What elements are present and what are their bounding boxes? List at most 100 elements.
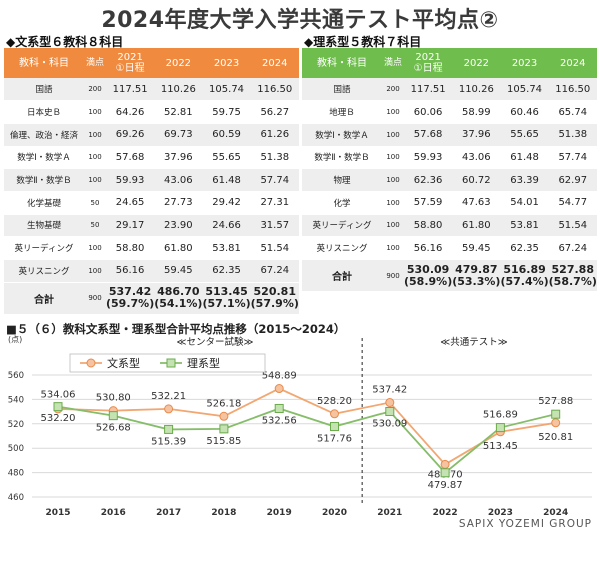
- center-exam-annotation: ≪センター試験≫: [177, 336, 254, 348]
- header-cell: 満点: [382, 48, 404, 78]
- full-score-cell: 100: [84, 146, 106, 170]
- score-cell: 55.65: [202, 146, 251, 170]
- score-cell: 57.59: [404, 191, 453, 215]
- total-score-cell: 527.88 (58.7%): [548, 259, 597, 292]
- full-score-cell: 100: [84, 100, 106, 124]
- score-cell: 51.54: [250, 236, 299, 260]
- series-line-science: [57, 405, 556, 474]
- subject-cell: 倫理、政治・経済: [4, 123, 84, 147]
- score-cell: 43.06: [154, 168, 203, 192]
- header-cell: 2022: [452, 48, 501, 78]
- score-cell: 69.73: [154, 123, 203, 147]
- x-tick-label: 2021: [377, 508, 402, 518]
- score-cell: 27.31: [250, 191, 299, 215]
- science-point: [108, 411, 118, 421]
- liberal-score-table: 教科・科目 満点 2021 ①日程 2022 2023 2024 国語 200 117.51 11…: [4, 48, 299, 315]
- science-score-table: 教科・科目 満点 2021 ①日程 2022 2023 2024 国語 200 117.51 11…: [302, 48, 597, 292]
- y-tick-label: 520: [8, 420, 24, 430]
- score-cell: 62.97: [548, 168, 597, 192]
- score-cell: 116.50: [548, 78, 597, 102]
- total-label: 合計: [4, 282, 84, 315]
- table-row: 物理 100 62.36 60.72 63.39 62.97: [302, 168, 597, 192]
- score-cell: 61.48: [500, 146, 549, 170]
- score-cell: 24.66: [202, 214, 251, 238]
- table-row: 生物基礎 50 29.17 23.90 24.66 31.57: [4, 214, 299, 238]
- score-cell: 51.38: [548, 123, 597, 147]
- score-cell: 29.42: [202, 191, 251, 215]
- subject-cell: 物理: [302, 168, 382, 192]
- header-cell: 教科・科目: [4, 48, 84, 78]
- score-cell: 58.80: [404, 214, 453, 238]
- liberal-point: [385, 398, 395, 408]
- total-score-cell: 516.89 (57.4%): [500, 259, 549, 292]
- score-cell: 56.16: [106, 259, 155, 283]
- liberal-point: [551, 418, 561, 428]
- x-tick-label: 2023: [488, 508, 513, 518]
- subject-cell: 国語: [4, 78, 84, 102]
- score-cell: 110.26: [452, 78, 501, 102]
- x-tick-label: 2016: [101, 508, 126, 518]
- score-cell: 116.50: [250, 78, 299, 102]
- science-point: [495, 423, 505, 433]
- score-cell: 59.75: [202, 100, 251, 124]
- data-label: 528.20: [317, 396, 352, 407]
- total-label: 合計: [302, 259, 382, 292]
- score-cell: 63.39: [500, 168, 549, 192]
- y-tick-label: 480: [8, 469, 24, 479]
- score-cell: 24.65: [106, 191, 155, 215]
- data-label: 526.68: [96, 423, 131, 434]
- score-cell: 54.77: [548, 191, 597, 215]
- full-score-cell: 100: [84, 168, 106, 192]
- full-score-cell: 100: [84, 236, 106, 260]
- table-row: 英リーディング 100 58.80 61.80 53.81 51.54: [4, 236, 299, 260]
- score-cell: 37.96: [452, 123, 501, 147]
- data-label: 527.88: [538, 396, 573, 407]
- science-point: [385, 406, 395, 416]
- score-cell: 61.26: [250, 123, 299, 147]
- score-cell: 105.74: [500, 78, 549, 102]
- science-point: [164, 424, 174, 434]
- subject-cell: 国語: [302, 78, 382, 102]
- data-label: 513.45: [483, 441, 518, 452]
- common-test-annotation: ≪共通テスト≫: [440, 337, 507, 348]
- subject-cell: 数学Ⅰ・数学Ａ: [302, 123, 382, 147]
- table-row: 国語 200 117.51 110.26 105.74 116.50: [302, 78, 597, 102]
- score-cell: 58.99: [452, 100, 501, 124]
- data-label: 532.20: [41, 413, 76, 424]
- subject-cell: 英リーディング: [302, 214, 382, 238]
- science-point: [219, 424, 229, 434]
- legend-science-marker: [166, 358, 176, 368]
- page-title: 2024年度大学入学共通テスト平均点②: [101, 8, 499, 33]
- data-label: 517.76: [317, 434, 352, 445]
- full-score-cell: 100: [84, 259, 106, 283]
- score-cell: 58.80: [106, 236, 155, 260]
- table-row: 化学 100 57.59 47.63 54.01 54.77: [302, 191, 597, 215]
- liberal-point: [440, 459, 450, 469]
- x-tick-label: 2020: [322, 508, 347, 518]
- subject-cell: 数学Ⅱ・数学Ｂ: [4, 168, 84, 192]
- score-cell: 117.51: [106, 78, 155, 102]
- x-tick-label: 2022: [433, 508, 458, 518]
- total-score-cell: 486.70 (54.1%): [154, 282, 203, 315]
- score-cell: 67.24: [250, 259, 299, 283]
- score-cell: 59.45: [452, 236, 501, 260]
- score-cell: 64.26: [106, 100, 155, 124]
- score-cell: 37.96: [154, 146, 203, 170]
- score-cell: 23.90: [154, 214, 203, 238]
- table-row: 英リーディング 100 58.80 61.80 53.81 51.54: [302, 214, 597, 238]
- y-tick-label: 540: [8, 395, 24, 405]
- data-label: 530.09: [372, 418, 407, 429]
- score-cell: 27.73: [154, 191, 203, 215]
- score-cell: 61.48: [202, 168, 251, 192]
- subject-cell: 数学Ⅱ・数学Ｂ: [302, 146, 382, 170]
- brand-footer: SAPIX YOZEMI GROUP: [458, 518, 592, 530]
- total-full-score: 900: [84, 282, 106, 315]
- liberal-point: [274, 384, 284, 394]
- x-tick-label: 2019: [267, 508, 292, 518]
- score-cell: 56.27: [250, 100, 299, 124]
- full-score-cell: 100: [382, 168, 404, 192]
- data-label: 548.89: [262, 371, 297, 382]
- table-row: 地理Ｂ 100 60.06 58.99 60.46 65.74: [302, 100, 597, 124]
- subject-cell: 地理Ｂ: [302, 100, 382, 124]
- header-cell: 2024: [548, 48, 597, 78]
